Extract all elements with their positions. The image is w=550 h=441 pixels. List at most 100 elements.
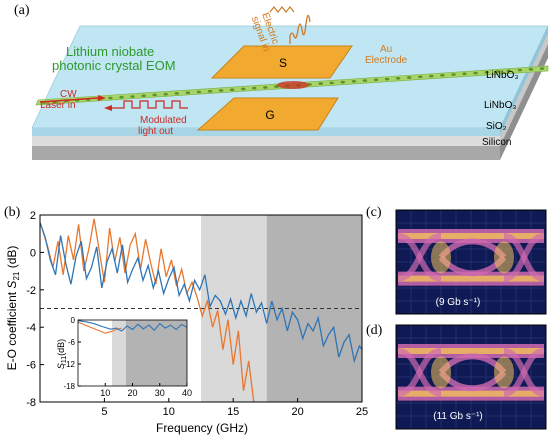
pc-hole xyxy=(329,81,334,85)
pc-hole xyxy=(351,80,357,83)
pc-hole xyxy=(207,89,213,93)
device-title-line2: photonic crystal EOM xyxy=(52,58,176,73)
panel-d-label: (d) xyxy=(366,323,383,338)
device-title-line1: Lithium niobate xyxy=(66,44,154,59)
eye-crossing xyxy=(431,241,451,274)
eye-transition xyxy=(397,348,442,397)
photonic-crystal-holes xyxy=(41,67,545,104)
eye-frame xyxy=(395,209,547,315)
eye-transition xyxy=(503,233,545,282)
layer-silicon-label: Silicon xyxy=(482,137,511,148)
inset-x-tick-label: 40 xyxy=(182,388,192,398)
pc-hole xyxy=(384,77,390,81)
pc-hole xyxy=(506,69,511,73)
pc-hole xyxy=(429,74,434,78)
pc-hole xyxy=(517,68,523,72)
pc-hole xyxy=(163,92,168,96)
eye-rail-top-core xyxy=(398,348,544,354)
pc-hole xyxy=(252,86,257,90)
series-line-orange xyxy=(41,218,255,403)
s11-inset-chart: 10 20 30 40 0 -6 -12 -18 S11(dB) xyxy=(56,316,192,398)
x-tick-label: 15 xyxy=(227,406,239,418)
cw-label: CW xyxy=(60,89,77,100)
inset-y-tick-label: -12 xyxy=(63,360,75,369)
inset-y-tick-label: -6 xyxy=(68,338,76,347)
series-line-blue xyxy=(39,222,363,364)
pc-hole xyxy=(185,91,191,94)
pc-hole xyxy=(395,77,401,80)
x-axis-label: Frequency (GHz) xyxy=(156,421,248,435)
x-tick-label: 10 xyxy=(163,406,175,418)
inset-x-tick-label: 10 xyxy=(100,388,110,398)
eye-11gbps-label: (11 Gb s⁻¹) xyxy=(433,411,483,422)
panel-a: (a) S G Electric signal in Lit xyxy=(14,3,549,160)
pc-hole xyxy=(440,74,445,77)
y-tick-label: -6 xyxy=(26,360,36,372)
y-tick-label: -8 xyxy=(26,397,36,409)
inset-band xyxy=(125,320,187,386)
pc-hole xyxy=(141,94,146,97)
electric-signal-zigzag xyxy=(269,6,295,13)
laser-in-arrow xyxy=(39,97,99,103)
light-out-arrowhead xyxy=(104,105,112,111)
pc-hole xyxy=(152,93,157,97)
electrode-s xyxy=(210,45,353,79)
y-tick-label: -4 xyxy=(26,322,36,334)
pc-hole xyxy=(108,96,113,100)
y-tick-label: -2 xyxy=(26,285,36,297)
side-sio2 xyxy=(500,34,548,146)
front-silicon xyxy=(32,146,500,160)
panel-a-label: (a) xyxy=(14,3,30,18)
eye-9gbps-label: (9 Gb s⁻¹) xyxy=(436,297,481,308)
pc-hole xyxy=(451,73,456,76)
laser-in-arrowhead xyxy=(98,95,106,101)
eye-transition xyxy=(397,233,442,282)
electric-signal-wave xyxy=(289,14,311,44)
pc-hole xyxy=(539,67,545,70)
eye-crossing xyxy=(494,356,514,389)
pc-hole xyxy=(407,76,412,79)
eye-diagram-9gbps xyxy=(395,209,547,315)
au-label: Au xyxy=(380,44,392,55)
inset-y-tick-label: 0 xyxy=(71,316,76,325)
inset-band xyxy=(112,320,126,386)
plot-frame xyxy=(39,214,363,403)
pc-hole xyxy=(318,82,323,85)
electrode-g xyxy=(196,97,339,131)
eye-diagram-11gbps xyxy=(395,324,547,430)
layer-sio2-label: SiO₂ xyxy=(486,121,507,132)
pc-hole xyxy=(462,72,467,76)
eye-crossing xyxy=(431,356,451,389)
eye-rail-bottom-core xyxy=(398,390,544,397)
inset-y-tick-label: -18 xyxy=(63,382,75,391)
inset-series-orange xyxy=(77,321,122,334)
pc-hole xyxy=(263,86,268,89)
pc-hole xyxy=(495,70,500,73)
layer-linbo3-top-label: LiNbO₃ xyxy=(486,70,518,81)
pc-hole xyxy=(473,71,478,75)
y-tick-label: 0 xyxy=(30,247,36,259)
pc-hole xyxy=(241,87,246,91)
pc-hole xyxy=(418,75,423,79)
pc-hole xyxy=(174,92,179,95)
pc-hole xyxy=(119,95,124,99)
y-tick-label: 2 xyxy=(30,210,36,222)
side-linbo3 xyxy=(500,26,548,136)
inset-y-axis-label: S11(dB) xyxy=(56,339,68,369)
panel-d: (d) (11 Gb s⁻¹) xyxy=(366,323,547,430)
inset-x-tick-label: 30 xyxy=(155,388,165,398)
x-tick-label: 25 xyxy=(356,406,368,418)
electrode-label: Electrode xyxy=(365,55,408,66)
eye-transition xyxy=(503,348,545,397)
pc-hole xyxy=(484,71,489,74)
laser-in-label: Laser in xyxy=(40,100,76,111)
panel-b-label: (b) xyxy=(4,205,21,220)
cavity-mode xyxy=(277,81,309,89)
eye-rail-top-core xyxy=(398,233,544,239)
panel-c: (c) (9 Gb s⁻¹) xyxy=(366,205,547,315)
front-linbo3 xyxy=(32,128,500,136)
panel-c-label: (c) xyxy=(366,205,382,220)
pc-hole xyxy=(229,88,235,91)
